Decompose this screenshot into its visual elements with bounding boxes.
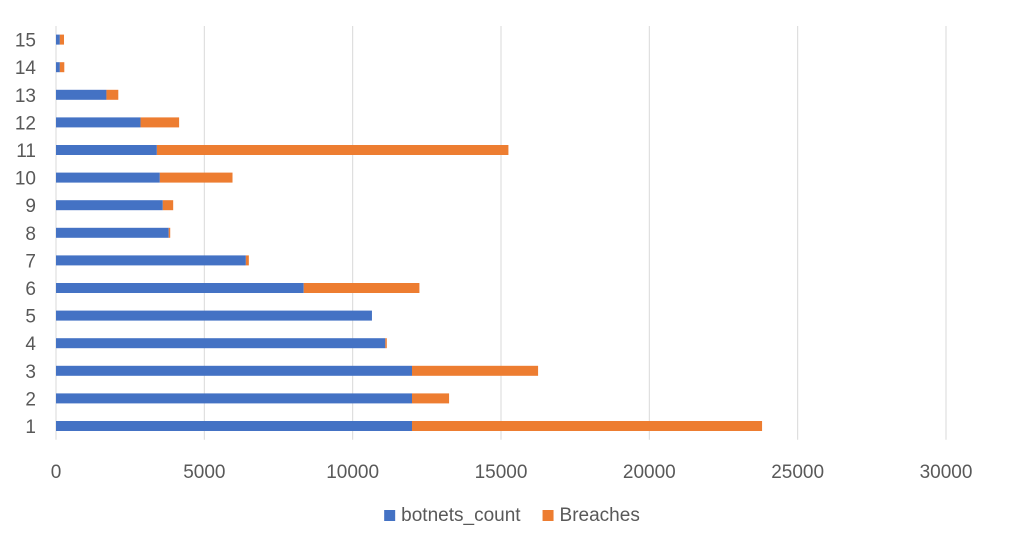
- y-tick-label: 3: [25, 362, 36, 383]
- bar-Breaches-2: [412, 393, 450, 404]
- bar-botnets_count-15: [56, 34, 60, 45]
- gridlines: [55, 26, 947, 440]
- y-tick-label: 15: [15, 31, 36, 52]
- y-tick-label: 11: [16, 141, 36, 162]
- bar-Breaches-14: [59, 62, 65, 73]
- legend-swatch-Breaches: [542, 510, 554, 521]
- bar-botnets_count-2: [56, 393, 412, 404]
- bar-Breaches-3: [412, 365, 539, 376]
- bar-botnets_count-11: [56, 145, 157, 155]
- bar-Breaches-4: [385, 338, 387, 349]
- y-tick-label: 12: [15, 113, 36, 134]
- bar-botnets_count-14: [56, 62, 60, 73]
- y-tick-label: 9: [25, 196, 36, 217]
- y-tick-label: 2: [25, 389, 36, 410]
- bar-Breaches-15: [59, 34, 65, 45]
- legend-label-Breaches: Breaches: [560, 505, 640, 526]
- bar-Breaches-6: [303, 283, 420, 293]
- bar-botnets_count-7: [56, 255, 246, 266]
- axes: 0 5000 10000 15000 20000 25000 300001234567891…: [15, 31, 973, 483]
- bar-Breaches-10: [159, 172, 233, 183]
- legend-label-botnets_count: botnets_count: [401, 505, 521, 526]
- bar-botnets_count-10: [56, 172, 160, 183]
- bar-botnets_count-4: [56, 338, 386, 349]
- bars: [56, 34, 763, 431]
- x-tick-label: 20000: [623, 462, 676, 483]
- y-tick-label: 5: [25, 307, 36, 328]
- x-tick-label: 25000: [771, 462, 824, 483]
- x-tick-label: 5000: [183, 462, 225, 483]
- bar-botnets_count-9: [56, 200, 163, 211]
- x-tick-label: 15000: [475, 462, 528, 483]
- bar-Breaches-1: [412, 421, 763, 431]
- x-tick-label: 10000: [326, 462, 379, 483]
- bar-Breaches-12: [140, 117, 180, 128]
- bar-Breaches-13: [106, 89, 119, 100]
- y-tick-label: 14: [15, 58, 37, 79]
- bar-botnets_count-5: [56, 310, 372, 321]
- y-tick-label: 13: [15, 86, 36, 107]
- bar-botnets_count-12: [56, 117, 141, 128]
- bar-botnets_count-8: [56, 227, 169, 238]
- bar-Breaches-9: [162, 200, 174, 211]
- legend: botnets_count Breaches: [384, 505, 640, 526]
- bar-botnets_count-3: [56, 365, 412, 376]
- bar-botnets_count-6: [56, 283, 304, 293]
- x-tick-label: 30000: [920, 462, 973, 483]
- bar-botnets_count-1: [56, 421, 412, 431]
- bar-Breaches-8: [168, 227, 171, 238]
- y-tick-label: 6: [25, 279, 36, 300]
- y-tick-label: 7: [25, 251, 36, 272]
- bar-botnets_count-13: [56, 89, 107, 100]
- y-tick-label: 1: [25, 417, 36, 438]
- y-tick-label: 4: [25, 334, 36, 355]
- y-tick-label: 8: [25, 224, 36, 245]
- bar-Breaches-11: [156, 145, 509, 155]
- legend-item-botnets_count: botnets_count: [384, 505, 521, 526]
- x-tick-label: 0: [51, 462, 62, 483]
- y-tick-label: 10: [15, 169, 36, 190]
- legend-swatch-botnets_count: [384, 510, 396, 521]
- legend-item-Breaches: Breaches: [542, 505, 640, 526]
- bar-Breaches-7: [245, 255, 249, 266]
